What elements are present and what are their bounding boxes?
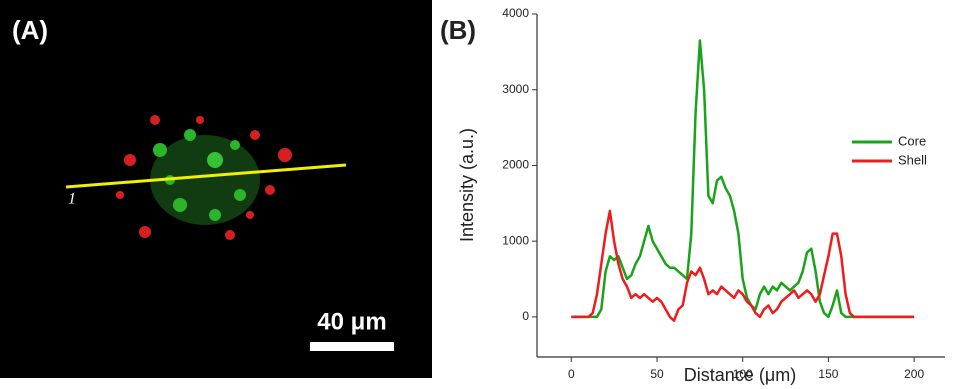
x-tick-label: 50	[650, 367, 664, 381]
legend-label: Shell	[898, 152, 927, 167]
y-tick-label: 4000	[502, 6, 529, 20]
y-tick-label: 0	[522, 309, 529, 323]
legend-label: Core	[898, 133, 926, 148]
panel-a: 1 (A) 40 μm	[0, 0, 432, 378]
cell-signal	[116, 115, 292, 240]
y-tick-label: 3000	[502, 82, 529, 96]
x-tick-label: 200	[904, 367, 924, 381]
y-axis-label: Intensity (a.u.)	[457, 128, 477, 242]
scale-bar-label: 40 μm	[317, 308, 386, 335]
y-tick-label: 2000	[502, 158, 529, 172]
x-tick-label: 150	[818, 367, 838, 381]
panel-label: (A)	[12, 15, 48, 45]
panel-label: (B)	[440, 15, 476, 45]
scale-bar	[310, 342, 394, 351]
series-line	[571, 209, 915, 322]
x-tick-label: 0	[568, 367, 575, 381]
x-axis-label: Distance (μm)	[684, 365, 796, 385]
profile-line	[65, 163, 347, 189]
y-tick-label: 1000	[502, 233, 529, 247]
x-tick-label: 100	[733, 367, 753, 381]
line-label: 1	[68, 191, 76, 208]
